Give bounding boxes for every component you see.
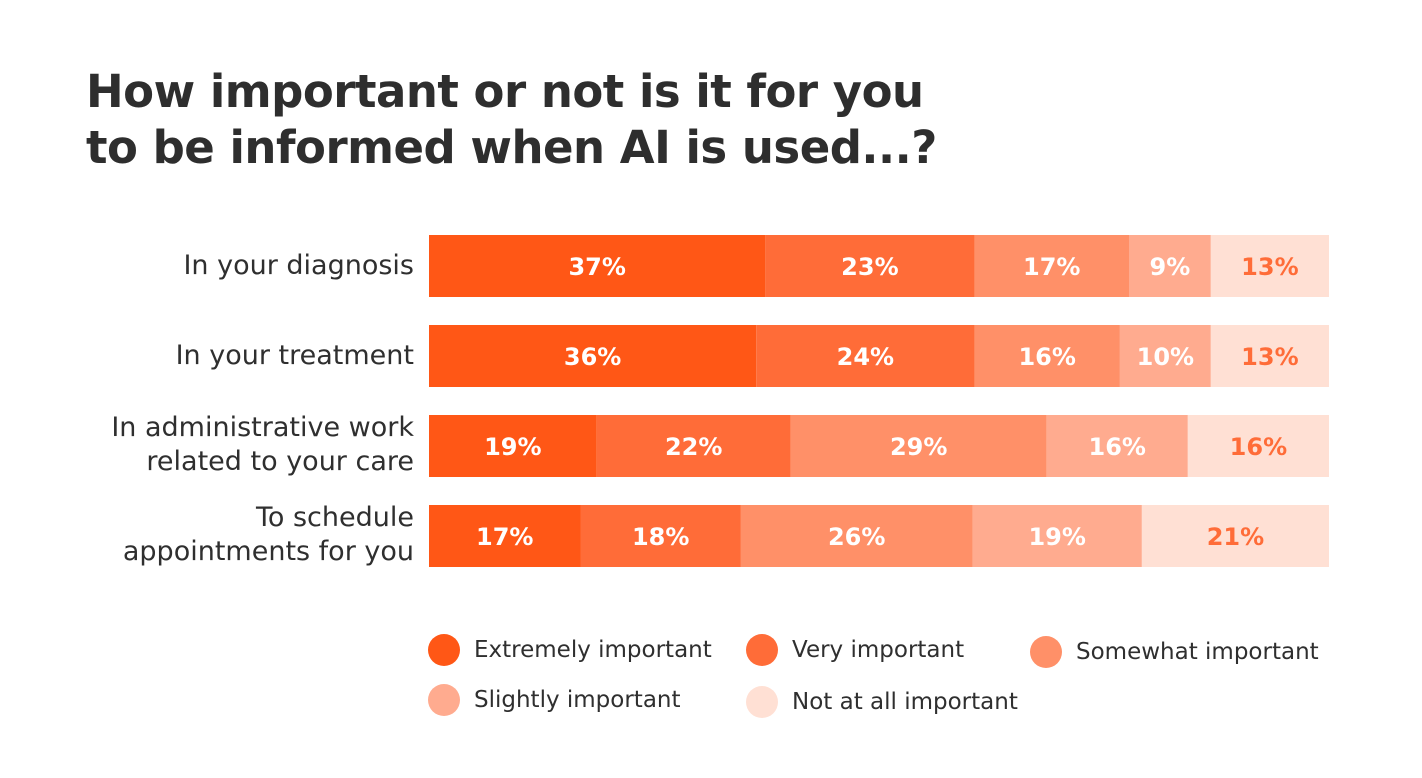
legend-item-slightly-important: Slightly important (428, 684, 681, 716)
label-diagnosis-not-at-all-important: 13% (1241, 253, 1298, 281)
label-treatment-very-important: 24% (837, 343, 894, 371)
chart-title: How important or not is it for you to be… (86, 64, 986, 176)
label-diagnosis-extremely-important: 37% (568, 253, 625, 281)
bar-administrative-very-important (596, 415, 791, 477)
label-administrative-extremely-important: 19% (484, 433, 541, 461)
category-label-administrative-line-2: related to your care (146, 446, 414, 477)
category-label-administrative: In administrative work related to your c… (74, 411, 414, 479)
bar-administrative-not-at-all-important (1187, 415, 1329, 477)
legend-item-somewhat-important: Somewhat important (1030, 636, 1319, 668)
category-label-diagnosis-line-1: In your diagnosis (183, 250, 414, 281)
category-label-diagnosis: In your diagnosis (74, 249, 414, 283)
bar-treatment-very-important (756, 325, 975, 387)
legend-label-somewhat-important: Somewhat important (1076, 639, 1319, 665)
bar-treatment-not-at-all-important (1210, 325, 1329, 387)
label-treatment-slightly-important: 10% (1137, 343, 1194, 371)
category-label-administrative-line-1: In administrative work (111, 412, 414, 443)
bar-treatment-somewhat-important (974, 325, 1120, 387)
label-diagnosis-very-important: 23% (841, 253, 898, 281)
bar-diagnosis-somewhat-important (974, 235, 1129, 297)
legend-label-very-important: Very important (792, 637, 965, 663)
category-label-appointments-line-2: appointments for you (122, 536, 414, 567)
bar-appointments-very-important (580, 505, 741, 567)
label-appointments-slightly-important: 19% (1028, 523, 1085, 551)
legend-label-slightly-important: Slightly important (474, 687, 681, 713)
label-administrative-very-important: 22% (665, 433, 722, 461)
label-appointments-not-at-all-important: 21% (1207, 523, 1264, 551)
category-label-appointments: To schedule appointments for you (74, 501, 414, 569)
bar-diagnosis-extremely-important (429, 235, 766, 297)
bar-treatment-slightly-important (1119, 325, 1211, 387)
legend-item-extremely-important: Extremely important (428, 634, 712, 666)
legend-swatch-extremely-important (428, 634, 460, 666)
label-appointments-extremely-important: 17% (476, 523, 533, 551)
category-label-treatment-line-1: In your treatment (175, 340, 414, 371)
label-administrative-not-at-all-important: 16% (1230, 433, 1287, 461)
legend-swatch-not-at-all-important (746, 686, 778, 718)
bar-administrative-slightly-important (1046, 415, 1188, 477)
label-appointments-very-important: 18% (632, 523, 689, 551)
bar-appointments-extremely-important (429, 505, 581, 567)
legend-item-very-important: Very important (746, 634, 964, 666)
chart-title-line-1: How important or not is it for you (86, 65, 924, 118)
category-label-appointments-line-1: To schedule (255, 502, 414, 533)
bar-administrative-somewhat-important (790, 415, 1047, 477)
legend-label-not-at-all-important: Not at all important (792, 689, 1018, 715)
bar-treatment-extremely-important (429, 325, 757, 387)
bar-appointments-slightly-important (972, 505, 1142, 567)
bar-diagnosis-slightly-important (1129, 235, 1211, 297)
bar-administrative-extremely-important (429, 415, 597, 477)
label-diagnosis-slightly-important: 9% (1150, 253, 1191, 281)
legend-swatch-very-important (746, 634, 778, 666)
legend-swatch-somewhat-important (1030, 636, 1062, 668)
legend-item-not-at-all-important: Not at all important (746, 686, 1018, 718)
legend-label-extremely-important: Extremely important (474, 637, 712, 663)
label-treatment-not-at-all-important: 13% (1241, 343, 1298, 371)
label-treatment-somewhat-important: 16% (1018, 343, 1075, 371)
legend-swatch-slightly-important (428, 684, 460, 716)
label-diagnosis-somewhat-important: 17% (1023, 253, 1080, 281)
label-administrative-slightly-important: 16% (1089, 433, 1146, 461)
label-treatment-extremely-important: 36% (564, 343, 621, 371)
bar-diagnosis-very-important (765, 235, 975, 297)
chart-title-line-2: to be informed when AI is used...? (86, 121, 937, 174)
label-administrative-somewhat-important: 29% (890, 433, 947, 461)
category-label-treatment: In your treatment (74, 339, 414, 373)
bar-diagnosis-not-at-all-important (1210, 235, 1329, 297)
label-appointments-somewhat-important: 26% (828, 523, 885, 551)
bar-appointments-somewhat-important (740, 505, 973, 567)
bar-appointments-not-at-all-important (1141, 505, 1329, 567)
